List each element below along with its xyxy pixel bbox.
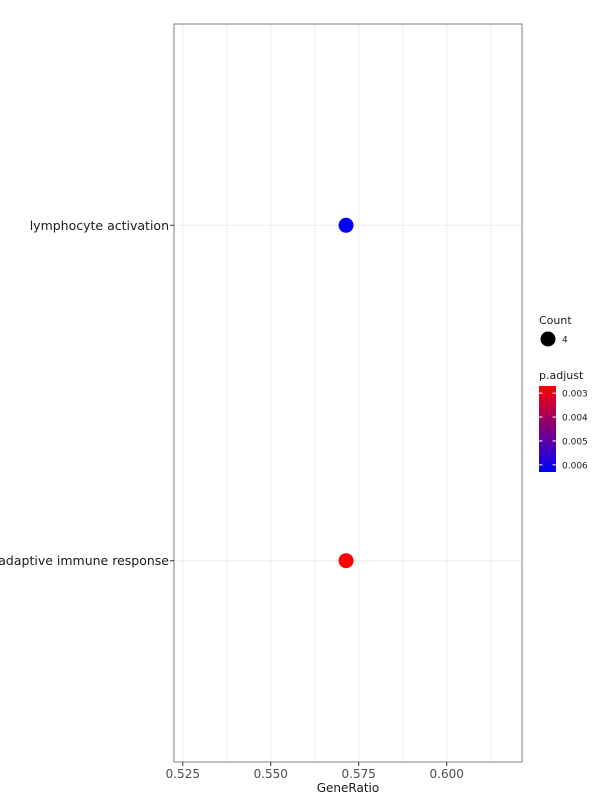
legend-color-label: 0.004 [562,414,588,424]
data-points [338,217,354,569]
plot-panel-border [173,23,523,763]
legend-size-key [540,331,556,347]
legend-color-label: 0.003 [562,390,588,400]
legend-color-title: p.adjust [539,369,584,382]
x-tick-label: 0.525 [166,767,200,781]
legend-color-bar [539,386,556,472]
axes: 0.525 0.550 0.575 0.600 adaptive immune resp… [0,218,464,781]
legend-size-label: 4 [562,336,568,346]
data-point [338,553,354,569]
data-point [338,217,354,233]
grid [174,24,522,762]
y-category-label: lymphocyte activation [30,218,169,233]
x-tick-label: 0.600 [430,767,464,781]
x-tick-label: 0.550 [254,767,288,781]
x-tick-label: 0.575 [342,767,376,781]
x-axis-label: GeneRatio [317,781,379,795]
legend-color-label: 0.005 [562,437,588,447]
legend-color-label: 0.006 [562,461,588,471]
y-category-label: adaptive immune response [0,553,169,568]
legend-size-title: Count [539,314,572,327]
legend: Count 4 p.adjust 0.003 0.004 0.005 0.006 [539,314,588,472]
